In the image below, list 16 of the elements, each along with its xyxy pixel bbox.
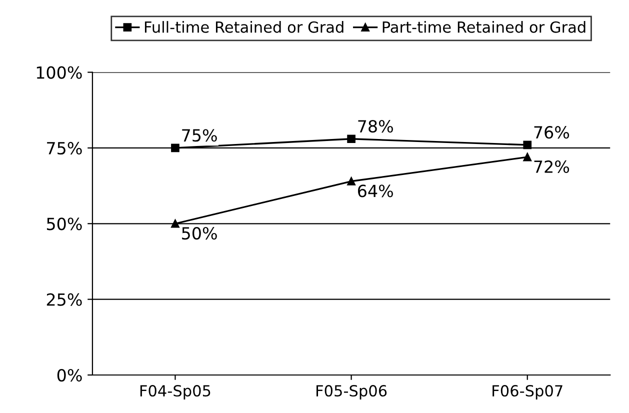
data-label: 72%: [534, 160, 570, 173]
data-label: 78%: [358, 120, 393, 133]
data-label: 75%: [182, 129, 217, 142]
data-label: 76%: [534, 126, 570, 139]
y-tick-label: 25%: [46, 293, 82, 306]
y-tick-label: 100%: [36, 66, 82, 79]
x-tick-label: F05-Sp06: [316, 384, 387, 400]
x-tick-label: F06-Sp07: [492, 384, 562, 400]
data-label: 50%: [182, 226, 217, 240]
y-tick-label: 0%: [57, 368, 82, 382]
legend-label: Full-time Retained or Grad: [144, 21, 344, 33]
y-tick-label: 75%: [47, 142, 82, 155]
x-tick-label: F04-Sp05: [140, 384, 210, 400]
data-label: 64%: [358, 184, 393, 198]
legend-label: Part-time Retained or Grad: [382, 21, 586, 33]
y-tick-label: 50%: [46, 218, 82, 230]
